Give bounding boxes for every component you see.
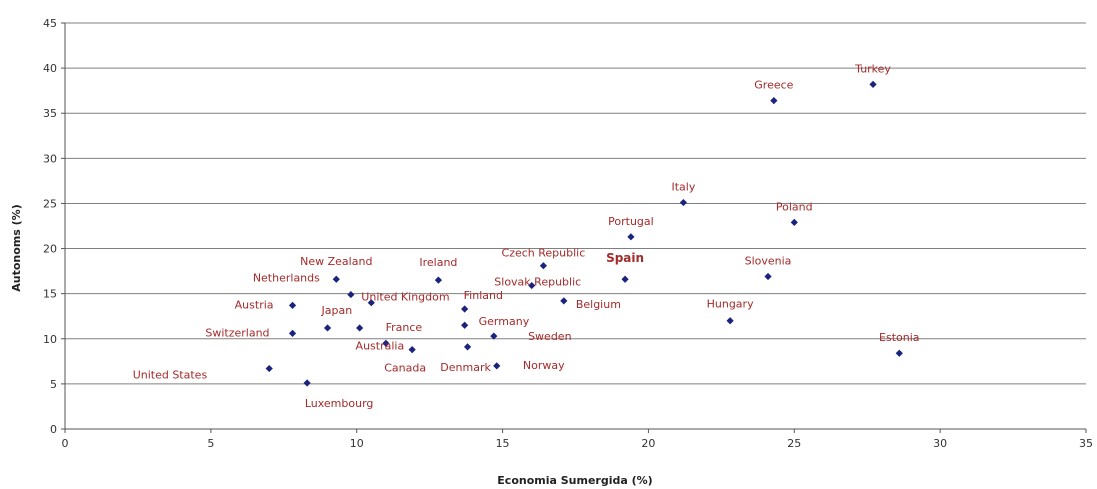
data-labels: Turkey Greece Italy Poland Portugal Czech Rep… (133, 62, 920, 410)
data-point (621, 275, 629, 283)
data-point (790, 218, 798, 226)
point-label: Greece (754, 79, 793, 92)
point-label: Spain (606, 251, 644, 265)
data-point (347, 290, 355, 299)
x-tick-label: 35 (1079, 437, 1093, 450)
x-tick-label: 25 (787, 437, 801, 450)
point-label: Czech Republic (502, 247, 586, 260)
tick-labels: 0 5 10 15 20 25 30 35 40 45 0 5 10 15 20 25 30 35 (43, 17, 1093, 450)
point-label: Poland (776, 200, 813, 213)
point-label: Austria (235, 298, 274, 311)
data-point (382, 339, 390, 347)
point-label: Canada (384, 362, 426, 375)
y-tick-label: 15 (43, 288, 57, 301)
point-label: Hungary (707, 298, 754, 311)
data-point (332, 275, 340, 283)
x-tick-label: 30 (933, 437, 947, 450)
gridlines (65, 22, 1086, 385)
data-point (288, 329, 297, 337)
data-point (461, 321, 469, 329)
point-label: New Zealand (300, 255, 372, 268)
point-label: Germany (479, 315, 530, 328)
data-point (408, 346, 416, 354)
point-label: France (386, 321, 423, 334)
x-tick-label: 5 (207, 437, 214, 450)
data-point (726, 317, 734, 325)
data-point (895, 349, 903, 357)
point-label: Slovak Republic (494, 276, 581, 289)
point-label: Sweden (528, 330, 571, 343)
point-label: United Kingdom (361, 291, 449, 304)
y-tick-label: 10 (43, 333, 57, 346)
x-axis-title: Economia Sumergida (%) (497, 474, 652, 487)
data-point (869, 80, 877, 88)
point-label: Netherlands (253, 272, 320, 285)
y-tick-label: 0 (50, 423, 57, 436)
y-tick-label: 30 (43, 152, 57, 165)
x-tick-label: 0 (62, 437, 69, 450)
x-tick-label: 15 (496, 437, 510, 450)
data-points (265, 80, 903, 387)
data-point (539, 262, 548, 270)
y-axis-title: Autonoms (%) (10, 204, 23, 291)
y-tick-label: 40 (43, 62, 57, 75)
point-label: Luxembourg (305, 397, 374, 410)
data-point (560, 297, 568, 305)
y-tick-label: 35 (43, 107, 57, 120)
point-label: Portugal (608, 215, 654, 228)
data-point (528, 281, 536, 290)
y-tick-label: 25 (43, 197, 57, 210)
x-tick-label: 10 (350, 437, 364, 450)
point-label: Estonia (879, 331, 920, 344)
axes (61, 22, 1087, 433)
data-point (627, 233, 635, 241)
y-tick-label: 20 (43, 243, 57, 256)
point-label: Slovenia (745, 255, 792, 268)
data-point (493, 362, 501, 370)
data-point (679, 198, 688, 207)
data-point (356, 324, 364, 332)
point-label: Ireland (419, 256, 457, 269)
point-label: Denmark (440, 361, 491, 374)
point-label: United States (133, 369, 208, 382)
data-point (323, 324, 332, 332)
data-point (770, 96, 778, 105)
point-label: Australia (356, 339, 405, 352)
data-point (461, 305, 469, 313)
point-label: Switzerland (205, 326, 269, 339)
data-point (265, 364, 273, 373)
point-label: Belgium (576, 298, 621, 311)
data-point (434, 276, 442, 284)
point-label: Italy (671, 181, 695, 194)
x-tick-label: 20 (641, 437, 655, 450)
y-tick-label: 5 (50, 378, 57, 391)
data-point (490, 332, 498, 340)
point-label: Norway (523, 359, 565, 372)
point-label: Japan (321, 304, 353, 317)
data-point (463, 343, 472, 351)
data-point (367, 299, 375, 307)
data-point (303, 379, 311, 387)
data-point (764, 272, 772, 281)
point-label: Turkey (854, 62, 891, 75)
point-label: Finland (464, 289, 503, 302)
y-tick-label: 45 (43, 17, 57, 30)
data-point (288, 301, 297, 309)
